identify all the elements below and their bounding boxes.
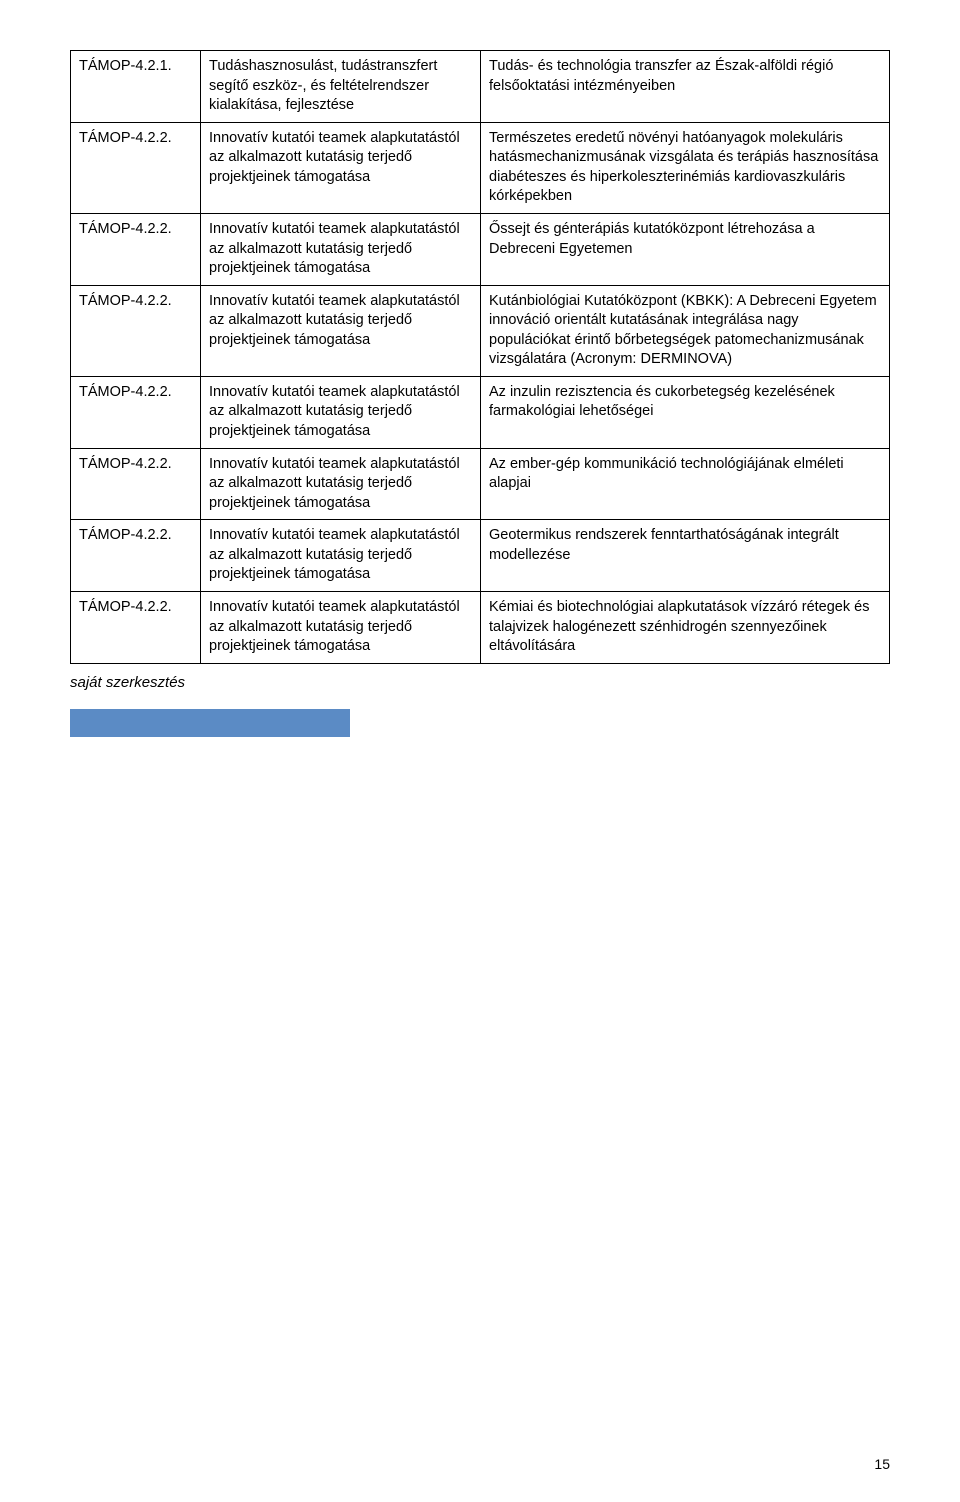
table-row: TÁMOP-4.2.2. Innovatív kutatói teamek al… bbox=[71, 376, 890, 448]
table-row: TÁMOP-4.2.2. Innovatív kutatói teamek al… bbox=[71, 213, 890, 285]
project-cell: Természetes eredetű növényi hatóanyagok … bbox=[481, 122, 890, 213]
table-row: TÁMOP-4.2.2. Innovatív kutatói teamek al… bbox=[71, 122, 890, 213]
program-cell: Innovatív kutatói teamek alapkutatástól … bbox=[201, 285, 481, 376]
project-cell: Őssejt és génterápiás kutatóközpont létr… bbox=[481, 213, 890, 285]
program-cell: Innovatív kutatói teamek alapkutatástól … bbox=[201, 520, 481, 592]
table-row: TÁMOP-4.2.1. Tudáshasznosulást, tudástra… bbox=[71, 51, 890, 123]
source-note: saját szerkesztés bbox=[70, 674, 890, 691]
table-row: TÁMOP-4.2.2. Innovatív kutatói teamek al… bbox=[71, 591, 890, 663]
table-row: TÁMOP-4.2.2. Innovatív kutatói teamek al… bbox=[71, 520, 890, 592]
program-cell: Innovatív kutatói teamek alapkutatástól … bbox=[201, 591, 481, 663]
code-cell: TÁMOP-4.2.2. bbox=[71, 285, 201, 376]
project-cell: Kutánbiológiai Kutatóközpont (KBKK): A D… bbox=[481, 285, 890, 376]
project-cell: Tudás- és technológia transzfer az Észak… bbox=[481, 51, 890, 123]
project-cell: Az inzulin rezisztencia és cukorbetegség… bbox=[481, 376, 890, 448]
program-cell: Innovatív kutatói teamek alapkutatástól … bbox=[201, 376, 481, 448]
code-cell: TÁMOP-4.2.2. bbox=[71, 213, 201, 285]
code-cell: TÁMOP-4.2.1. bbox=[71, 51, 201, 123]
code-cell: TÁMOP-4.2.2. bbox=[71, 376, 201, 448]
table-row: TÁMOP-4.2.2. Innovatív kutatói teamek al… bbox=[71, 285, 890, 376]
code-cell: TÁMOP-4.2.2. bbox=[71, 122, 201, 213]
document-page: TÁMOP-4.2.1. Tudáshasznosulást, tudástra… bbox=[0, 0, 960, 1502]
program-cell: Innovatív kutatói teamek alapkutatástól … bbox=[201, 448, 481, 520]
projects-table: TÁMOP-4.2.1. Tudáshasznosulást, tudástra… bbox=[70, 50, 890, 664]
project-cell: Az ember-gép kommunikáció technológiáján… bbox=[481, 448, 890, 520]
table-row: TÁMOP-4.2.2. Innovatív kutatói teamek al… bbox=[71, 448, 890, 520]
page-number: 15 bbox=[874, 1456, 890, 1472]
code-cell: TÁMOP-4.2.2. bbox=[71, 520, 201, 592]
code-cell: TÁMOP-4.2.2. bbox=[71, 591, 201, 663]
decorative-bar bbox=[70, 709, 350, 737]
program-cell: Innovatív kutatói teamek alapkutatástól … bbox=[201, 213, 481, 285]
program-cell: Tudáshasznosulást, tudástranszfert segít… bbox=[201, 51, 481, 123]
project-cell: Geotermikus rendszerek fenntarthatóságán… bbox=[481, 520, 890, 592]
project-cell: Kémiai és biotechnológiai alapkutatások … bbox=[481, 591, 890, 663]
program-cell: Innovatív kutatói teamek alapkutatástól … bbox=[201, 122, 481, 213]
code-cell: TÁMOP-4.2.2. bbox=[71, 448, 201, 520]
